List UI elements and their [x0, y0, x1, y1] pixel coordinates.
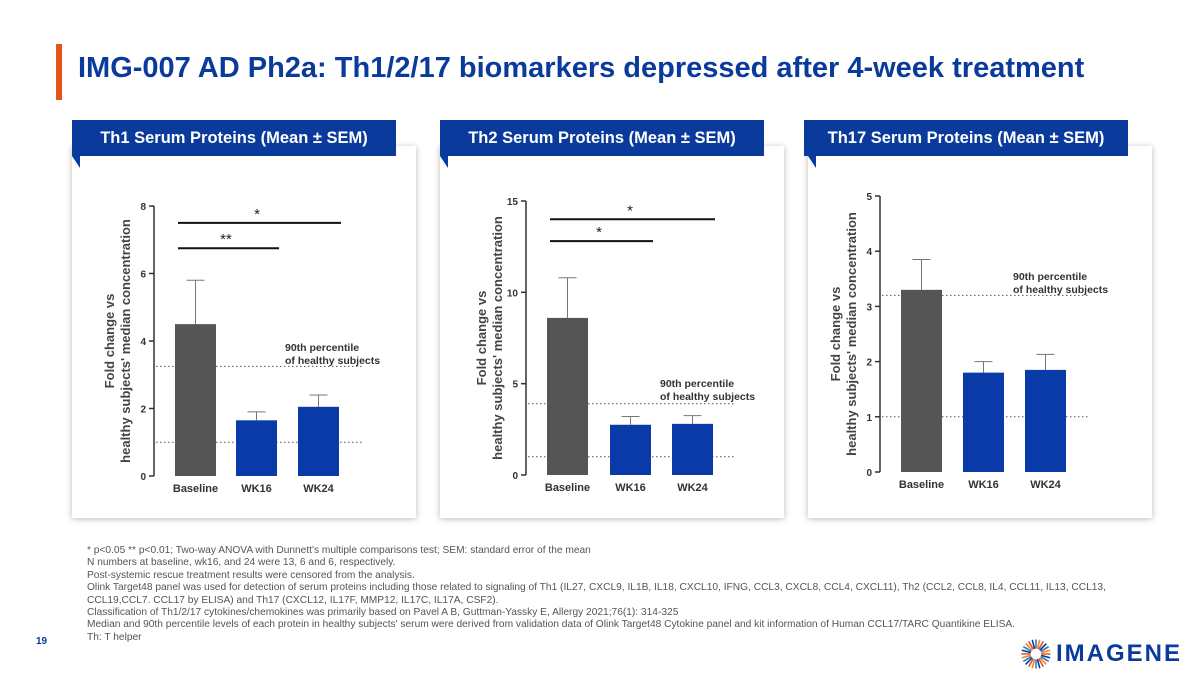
- bar: [298, 406, 339, 476]
- reference-line-label: of healthy subjects: [660, 391, 755, 403]
- th2-header-tab: [440, 156, 448, 168]
- title-accent-bar: [56, 44, 62, 100]
- logo-ray: [1025, 657, 1033, 665]
- category-label: WK24: [303, 483, 334, 495]
- significance-marker: *: [596, 224, 602, 241]
- bar: [1025, 369, 1066, 472]
- y-tick-label: 2: [866, 358, 872, 369]
- th17-bar-chart: 0 1 2 3 4 5 Fold change vshealthy subjects' me…: [828, 192, 1108, 491]
- category-label: Baseline: [173, 483, 218, 495]
- bar: [963, 372, 1004, 472]
- significance-marker: **: [220, 231, 232, 248]
- th1-panel-header: Th1 Serum Proteins (Mean ± SEM): [72, 120, 396, 156]
- th1-chart-card: 0 2 4 6 8 Fold change vshealthy subjects' med…: [72, 146, 416, 518]
- category-label: WK24: [677, 482, 708, 494]
- logo-ray: [1038, 641, 1044, 650]
- th17-panel-header: Th17 Serum Proteins (Mean ± SEM): [804, 120, 1128, 156]
- th1-header-tab: [72, 156, 80, 168]
- slide-title: IMG-007 AD Ph2a: Th1/2/17 biomarkers dep…: [78, 52, 1085, 84]
- logo-ray: [1031, 639, 1036, 650]
- logo-ray: [1036, 658, 1041, 669]
- th2-panel-header: Th2 Serum Proteins (Mean ± SEM): [440, 120, 764, 156]
- significance-marker: *: [627, 202, 633, 219]
- th1-bar-chart: 0 2 4 6 8 Fold change vshealthy subjects' med…: [102, 202, 380, 495]
- y-axis-title-line: healthy subjects' median concentration: [844, 212, 859, 456]
- th17-chart-card: 0 1 2 3 4 5 Fold change vshealthy subjects' me…: [808, 146, 1152, 518]
- y-tick-label: 10: [507, 288, 519, 299]
- y-tick-label: 0: [140, 472, 146, 483]
- y-axis-title-line: healthy subjects' median concentration: [118, 219, 133, 463]
- category-label: WK24: [1030, 479, 1061, 491]
- logo-ray: [1039, 657, 1047, 665]
- category-label: Baseline: [545, 482, 590, 494]
- y-axis-title-line: Fold change vs: [474, 291, 489, 386]
- y-tick-label: 5: [866, 192, 872, 203]
- category-label: WK16: [241, 483, 272, 495]
- bar: [175, 324, 216, 476]
- logo-ray: [1040, 656, 1049, 662]
- footnote-line: * p<0.05 ** p<0.01; Two-way ANOVA with D…: [87, 545, 591, 556]
- y-tick-label: 8: [140, 202, 146, 213]
- significance-marker: *: [254, 206, 260, 223]
- category-label: WK16: [615, 482, 646, 494]
- logo-ray: [1023, 656, 1032, 662]
- y-axis-title-line: Fold change vs: [828, 287, 843, 382]
- y-axis-title: Fold change vshealthy subjects' median c…: [102, 219, 133, 463]
- category-label: WK16: [968, 479, 999, 491]
- footnote-line: Median and 90th percentile levels of eac…: [87, 619, 1015, 631]
- logo-ray: [1025, 643, 1033, 651]
- reference-line-label: 90th percentile: [660, 378, 734, 390]
- bar: [547, 317, 588, 475]
- y-axis-title: Fold change vshealthy subjects' median c…: [828, 212, 859, 456]
- y-axis-title: Fold change vshealthy subjects' median c…: [474, 216, 505, 460]
- y-tick-label: 2: [140, 405, 146, 416]
- footnote-line: Post-systemic rescue treatment results w…: [87, 569, 415, 581]
- logo-ray: [1039, 643, 1047, 651]
- y-tick-label: 5: [512, 380, 518, 391]
- y-tick-label: 4: [866, 247, 872, 258]
- logo-wordmark: IMAGENE: [1056, 640, 1183, 667]
- bar: [901, 289, 942, 472]
- th17-header-tab: [808, 156, 816, 168]
- company-logo: IMAGENE: [1020, 638, 1190, 672]
- logo-ray: [1036, 639, 1041, 650]
- reference-line-label: of healthy subjects: [285, 355, 380, 367]
- sunburst-logo-icon: [1021, 639, 1051, 669]
- y-axis-title-line: healthy subjects' median concentration: [490, 216, 505, 460]
- logo-ray: [1028, 658, 1034, 667]
- y-axis-title-line: Fold change vs: [102, 294, 117, 389]
- logo-ray: [1038, 658, 1044, 667]
- y-tick-label: 3: [866, 302, 872, 313]
- y-tick-label: 6: [140, 270, 146, 281]
- footnote-line: N numbers at baseline, wk16, and 24 were…: [87, 557, 396, 569]
- category-label: Baseline: [899, 479, 944, 491]
- logo-ray: [1040, 646, 1049, 652]
- bar: [236, 420, 277, 476]
- y-tick-label: 1: [866, 413, 872, 424]
- logo-ray: [1021, 654, 1032, 659]
- y-tick-label: 15: [507, 197, 519, 208]
- logo-ray: [1023, 646, 1032, 652]
- y-tick-label: 0: [512, 471, 518, 482]
- footnotes: * p<0.05 ** p<0.01; Two-way ANOVA with D…: [87, 545, 1127, 644]
- footnote-line: Olink Target48 panel was used for detect…: [87, 582, 1106, 606]
- th2-chart-card: 0 5 10 15 Fold change vshealthy subjects' me…: [440, 146, 784, 518]
- y-tick-label: 4: [140, 337, 146, 348]
- reference-line-label: 90th percentile: [1013, 271, 1087, 283]
- logo-ray: [1021, 649, 1032, 654]
- logo-ray: [1040, 654, 1051, 659]
- reference-line-label: of healthy subjects: [1013, 284, 1108, 296]
- y-tick-label: 0: [866, 468, 872, 479]
- bar: [610, 424, 651, 475]
- reference-line-label: 90th percentile: [285, 342, 359, 354]
- bar: [672, 423, 713, 475]
- footnote-line: Th: T helper: [87, 631, 142, 643]
- logo-ray: [1031, 658, 1036, 669]
- logo-ray: [1040, 649, 1051, 654]
- page-number: 19: [36, 636, 48, 647]
- logo-ray: [1028, 641, 1034, 650]
- footnote-line: Classification of Th1/2/17 cytokines/che…: [87, 607, 679, 619]
